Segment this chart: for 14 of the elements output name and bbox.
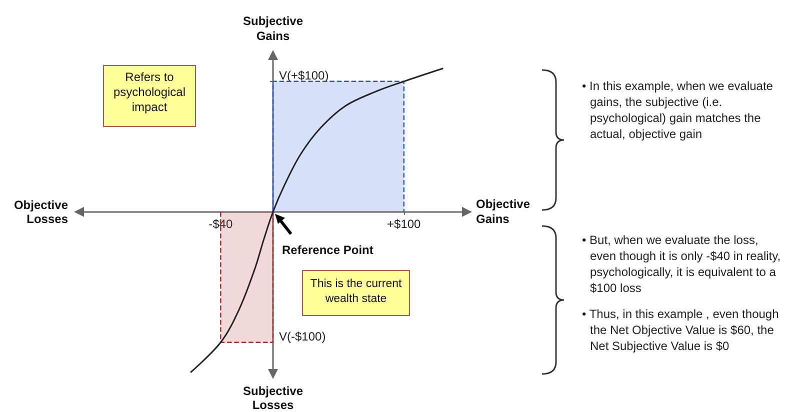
text: • In this example, when we evaluate gains, the subjective (i.e. psychological) gain matches the actual, objective gain (581, 78, 774, 142)
y-tick-label: V(-$100) (279, 329, 326, 344)
y-axis-title: Subjective Gains (242, 14, 304, 44)
x-axis-title: Objective Gains (476, 196, 532, 227)
annotation: This is the current wealth state (309, 277, 403, 307)
text: • But, when we evaluate the loss, even though it is only -$40 in reality, psychologically, it is equivalent to a $100 loss (581, 232, 782, 296)
text: Subjective Losses (243, 384, 304, 412)
annotation: Reference Point (282, 242, 374, 257)
text: Objective Losses (12, 198, 68, 226)
y-tick-label: V(+$100) (279, 68, 329, 82)
text: • Thus, in this example , even though the Net Objective Value is $60, the Net Subjective Value is $0 (581, 306, 780, 354)
annotation: Refers to psychological impact (112, 70, 187, 115)
x-tick-label: -$40 (208, 216, 233, 231)
x-tick-label: +$100 (387, 216, 422, 231)
